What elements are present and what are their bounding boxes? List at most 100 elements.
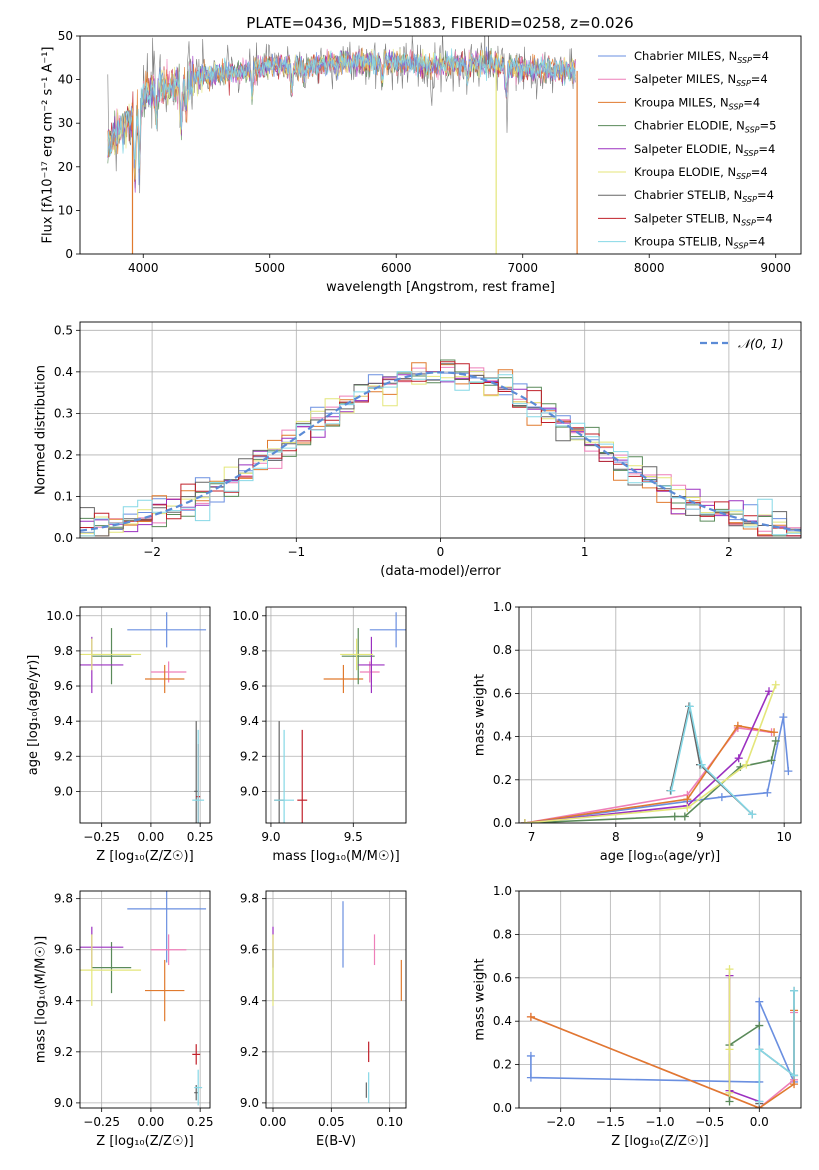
y-tick-label: 9.2 (54, 749, 73, 763)
x-axis-label: mass [log₁₀(M/M☉)] (272, 849, 399, 864)
legend-label: Chabrier MILES, NSSP=4 (634, 49, 769, 65)
weight-marker (779, 713, 788, 722)
y-tick-label: 0.3 (54, 406, 73, 420)
y-tick-label: 9.0 (240, 784, 259, 798)
y-axis-label: age [log₁₀(age/yr)] (26, 655, 41, 776)
weight-marker (733, 721, 742, 730)
weight-line (758, 990, 795, 1102)
figure-title: PLATE=0436, MJD=51883, FIBERID=0258, z=0… (246, 14, 633, 32)
axes-frame (265, 606, 407, 824)
weight-marker (717, 793, 726, 802)
y-tick-label: 0.0 (54, 531, 73, 545)
y-tick-label: 9.2 (54, 1045, 73, 1059)
y-axis-label: Normed distribution (33, 365, 48, 495)
legend-label: 𝒩(0, 1) (738, 336, 784, 351)
weight-marker (670, 812, 679, 821)
age_vs_mass-plot-area (266, 607, 406, 823)
x-tick-label: 7000 (507, 261, 538, 275)
weight-marker (765, 687, 774, 696)
y-tick-label: 0.2 (493, 1058, 512, 1072)
y-tick-label: 40 (58, 73, 73, 87)
x-tick-label: 0.25 (187, 1115, 214, 1129)
weight-marker (685, 702, 694, 711)
x-axis-label: Z [log₁₀(Z/Z☉)] (611, 1134, 708, 1149)
y-tick-label: 9.2 (240, 749, 259, 763)
weight-marker (742, 760, 751, 769)
y-tick-label: 9.8 (54, 644, 73, 658)
y-tick-label: 20 (58, 160, 73, 174)
normal-curve (80, 371, 801, 532)
legend-label: Kroupa STELIB, NSSP=4 (634, 235, 765, 251)
x-tick-label: 0 (437, 545, 445, 559)
x-tick-label: 2 (725, 545, 733, 559)
weight-marker (725, 965, 734, 974)
panel-weight_vs_Z: −2.0 −1.5 −1.0 −0.5 0.0 0.0 0.2 0.4 0.6 0.8 1.0 Z [… (472, 884, 802, 1149)
panel-age_vs_mass: 9.0 9.5 9.0 9.2 9.4 9.6 9.8 10.0 mass [log₁₀(M/M… (232, 606, 407, 864)
legend-label: Salpeter ELODIE, NSSP=4 (634, 142, 775, 158)
y-tick-label: 0.8 (493, 643, 512, 657)
y-tick-label: 9.4 (240, 994, 259, 1008)
y-tick-label: 50 (58, 29, 73, 43)
x-tick-label: 9.5 (344, 830, 363, 844)
y-tick-label: 0.8 (493, 927, 512, 941)
weight-marker (520, 819, 529, 823)
axes-frame (79, 606, 211, 824)
x-tick-label: −0.25 (83, 830, 120, 844)
weight-marker (755, 1045, 764, 1054)
x-axis-label: Z [log₁₀(Z/Z☉)] (96, 1134, 193, 1149)
y-tick-label: 0.0 (493, 1101, 512, 1115)
x-tick-label: 9000 (760, 261, 791, 275)
x-tick-label: 9.0 (261, 830, 280, 844)
weight-marker (697, 760, 706, 769)
legend-label: Chabrier STELIB, NSSP=4 (634, 188, 774, 204)
weight-line (524, 690, 770, 823)
weight-marker (725, 1097, 734, 1106)
y-tick-label: 9.2 (240, 1045, 259, 1059)
spectrum-plot-area (107, 36, 578, 254)
legend-label: Kroupa ELODIE, NSSP=4 (634, 165, 768, 181)
y-tick-label: 0.4 (493, 1014, 512, 1028)
spectrum-legend: Chabrier MILES, NSSP=4 Salpeter MILES, NS… (598, 49, 776, 251)
x-tick-label: 8 (612, 830, 620, 844)
x-tick-label: −1 (287, 545, 305, 559)
y-tick-label: 9.8 (240, 644, 259, 658)
x-tick-label: 1 (581, 545, 589, 559)
y-tick-label: 9.6 (54, 679, 73, 693)
x-tick-label: −0.25 (83, 1115, 120, 1129)
weight-marker (790, 1071, 799, 1080)
panel-age_vs_Z: −0.25 0.00 0.25 9.0 9.2 9.4 9.6 9.8 10.0 Z [log₁₀… (26, 606, 214, 864)
weight-marker (667, 786, 676, 795)
weight-marker (755, 997, 764, 1006)
x-tick-label: 0.00 (260, 1115, 287, 1129)
x-axis-label: Z [log₁₀(Z/Z☉)] (96, 849, 193, 864)
legend-label: Kroupa MILES, NSSP=4 (634, 95, 760, 111)
panel-mass_vs_Z: −0.25 0.00 0.25 9.0 9.2 9.4 9.6 9.8 Z [log₁₀(Z/Z… (33, 890, 214, 1149)
weight-marker (526, 1073, 535, 1082)
panel-spectrum: 4000 5000 6000 7000 8000 9000 0 10 20 30 40 50 wavel… (41, 29, 802, 295)
legend-label: Chabrier ELODIE, NSSP=5 (634, 119, 776, 135)
weight-marker (725, 1045, 734, 1054)
weight-line (524, 740, 777, 823)
y-axis-label: mass weight (472, 958, 487, 1040)
weight-marker (763, 788, 772, 797)
y-tick-label: 0.1 (54, 489, 73, 503)
mass_vs_Z-plot-area (80, 891, 210, 1108)
weight-marker (767, 756, 776, 765)
x-axis-label: (data-model)/error (380, 564, 501, 579)
panel-mass_vs_ebv: 0.00 0.05 0.10 9.0 9.2 9.4 9.6 9.8 E(B-V) (240, 890, 407, 1149)
x-tick-label: −2.0 (546, 1115, 575, 1129)
y-tick-label: 9.8 (54, 892, 73, 906)
weight-marker (771, 736, 780, 745)
y-tick-label: 1.0 (493, 600, 512, 614)
x-tick-label: 6000 (381, 261, 412, 275)
x-axis-label: age [log₁₀(age/yr)] (600, 849, 721, 864)
y-tick-label: 9.6 (240, 943, 259, 957)
axes-frame (518, 606, 802, 824)
legend-label: Salpeter MILES, NSSP=4 (634, 72, 768, 88)
weight-line (670, 706, 753, 815)
y-tick-label: 10.0 (232, 609, 259, 623)
x-tick-label: 0.00 (138, 1115, 165, 1129)
weight-marker (790, 1080, 799, 1089)
y-tick-label: 10 (58, 203, 73, 217)
